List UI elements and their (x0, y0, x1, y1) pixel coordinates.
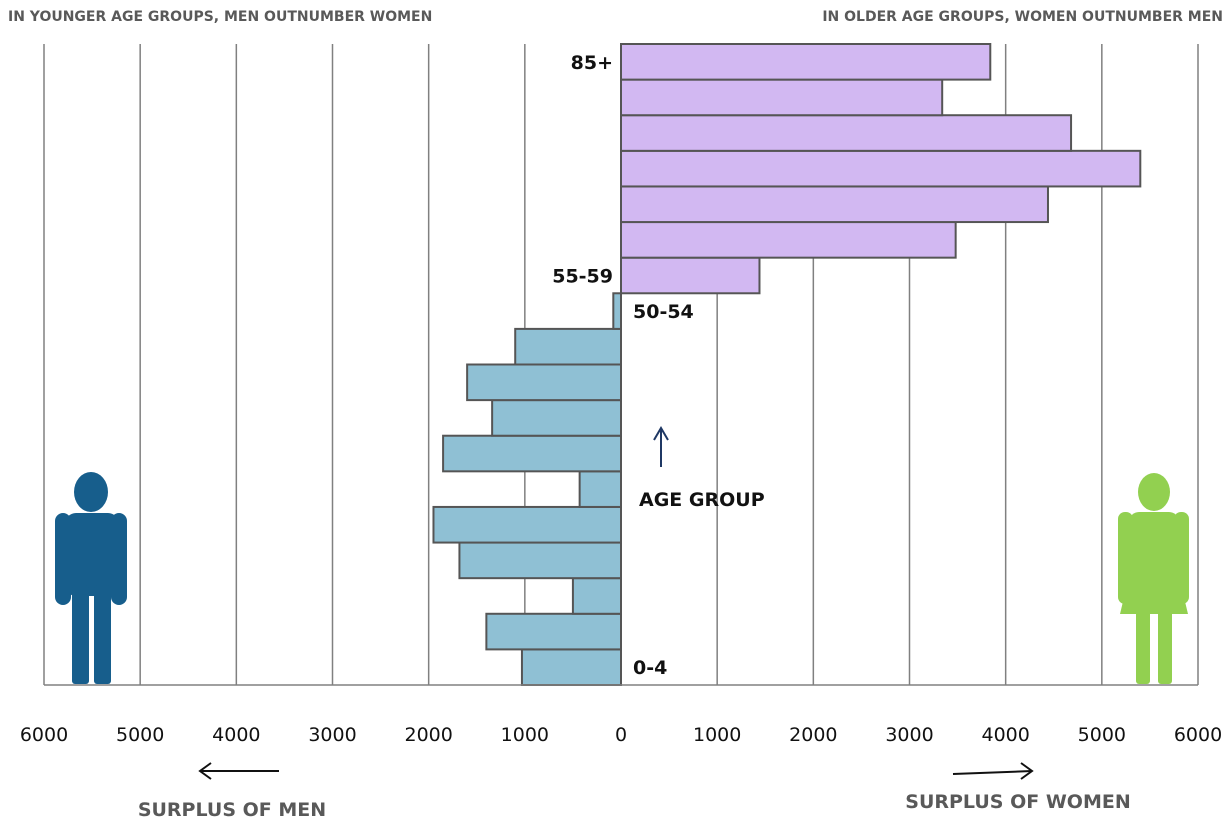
x-tick-labels: 6000 5000 4000 3000 2000 1000 0 1000 2000 3000 400… (20, 724, 1222, 746)
age-label-55-59: 55-59 (552, 265, 613, 287)
x-tick-label: 2000 (789, 724, 837, 746)
up-arrow-icon (653, 426, 669, 467)
age-labels: 0-4 50-54 55-59 85+ (552, 52, 694, 679)
x-tick-label: 4000 (981, 724, 1029, 746)
bar-50-54 (612, 292, 622, 330)
woman-icon (1118, 473, 1189, 684)
x-tick-label: 1000 (693, 724, 741, 746)
footer-left: SURPLUS OF MEN (138, 799, 326, 821)
header-left: IN YOUNGER AGE GROUPS, MEN OUTNUMBER WOM… (8, 9, 432, 25)
x-tick-label: 5000 (1078, 724, 1126, 746)
bar-55-59 (620, 256, 761, 295)
bar-0-4 (520, 648, 622, 687)
age-group-label: AGE GROUP (639, 489, 765, 511)
bar-65-69 (620, 185, 1049, 224)
x-tick-label: 6000 (1174, 724, 1222, 746)
bar-10-14 (571, 577, 623, 615)
x-tick-label: 6000 (20, 724, 68, 746)
age-label-85+: 85+ (571, 52, 613, 74)
x-tick-label: 4000 (212, 724, 260, 746)
bar-60-64 (620, 221, 957, 259)
bar-80-84 (620, 78, 944, 117)
left-arrow-icon (198, 762, 279, 780)
x-tick-label: 0 (615, 724, 627, 746)
bar-35-39 (491, 399, 622, 437)
bar-20-24 (432, 505, 622, 544)
bar-25-29 (578, 470, 622, 508)
bars (432, 43, 1142, 687)
x-tick-label: 3000 (885, 724, 933, 746)
bar-40-44 (466, 363, 622, 402)
x-tick-label: 5000 (116, 724, 164, 746)
header-right: IN OLDER AGE GROUPS, WOMEN OUTNUMBER MEN (822, 9, 1223, 25)
bar-30-34 (442, 434, 623, 473)
age-label-0-4: 0-4 (633, 657, 667, 679)
bar-75-79 (620, 114, 1073, 152)
right-arrow-icon (952, 762, 1034, 780)
x-tick-label: 2000 (404, 724, 452, 746)
man-icon (55, 472, 127, 684)
x-tick-label: 3000 (308, 724, 356, 746)
bar-5-9 (485, 612, 622, 651)
bar-15-19 (458, 541, 622, 580)
age-label-50-54: 50-54 (633, 301, 694, 323)
bar-85+ (620, 43, 992, 81)
bar-70-74 (620, 149, 1142, 188)
x-tick-label: 1000 (501, 724, 549, 746)
footer-right: SURPLUS OF WOMEN (905, 791, 1130, 813)
bar-45-49 (514, 327, 623, 366)
